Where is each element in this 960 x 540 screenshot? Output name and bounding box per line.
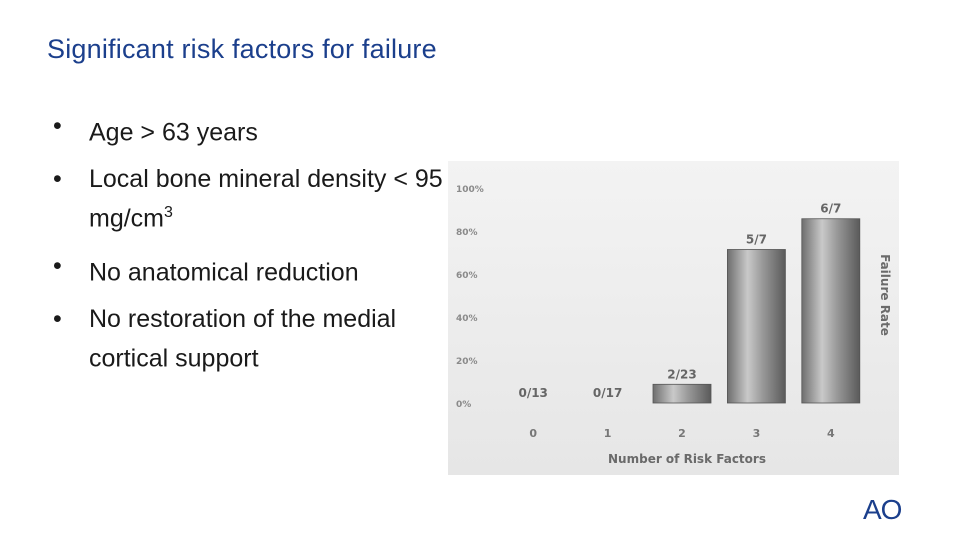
data-label: 5/7 xyxy=(746,232,767,246)
y-tick-label: 100% xyxy=(456,185,484,195)
bullet-marker: • xyxy=(53,165,62,194)
ao-logo-text: AO xyxy=(863,494,902,524)
y-tick-label: 20% xyxy=(456,357,478,367)
bullet-text: Age > 63 years xyxy=(89,118,258,147)
data-label: 0/13 xyxy=(518,386,547,400)
data-label: 2/23 xyxy=(667,367,696,381)
y-tick-label: 60% xyxy=(456,271,478,281)
bullet-item: • No anatomical reduction xyxy=(53,250,443,289)
bar-chart: 0% 20% 40% 60% 80% 100% 0/13 0 0/17 1 2/23 2 5/7 3 6/7… xyxy=(456,185,892,466)
x-tick-label: 3 xyxy=(753,427,761,440)
x-tick-label: 4 xyxy=(827,427,835,440)
chart-bar xyxy=(726,249,786,404)
x-tick-label: 0 xyxy=(529,427,537,440)
bullet-text: Local bone mineral density < 95 mg/cm xyxy=(89,165,443,233)
bullet-item: • Age > 63 years xyxy=(53,110,443,149)
bar-chart-panel: 0% 20% 40% 60% 80% 100% 0/13 0 0/17 1 2/23 2 5/7 3 6/7… xyxy=(448,161,899,475)
bullet-item: • No restoration of the medial cortical … xyxy=(53,303,443,375)
bullet-text: No restoration of the medial cortical su… xyxy=(89,304,397,373)
chart-bar xyxy=(652,383,712,404)
y-tick-label: 0% xyxy=(456,400,471,410)
bullet-marker: • xyxy=(53,251,62,280)
ao-logo: AO xyxy=(863,494,903,524)
bullet-marker: • xyxy=(53,112,62,140)
bullet-text: No anatomical reduction xyxy=(89,257,359,286)
bullet-superscript: 3 xyxy=(164,204,173,222)
chart-bar xyxy=(801,218,861,404)
data-label: 0/17 xyxy=(593,386,622,400)
y-tick-label: 80% xyxy=(456,228,478,238)
bullet-list: • Age > 63 years • Local bone mineral de… xyxy=(53,110,443,389)
y-tick-label: 40% xyxy=(456,314,478,324)
slide-title: Significant risk factors for failure xyxy=(47,34,437,64)
x-tick-label: 2 xyxy=(678,427,686,440)
y-axis-label: Failure Rate xyxy=(878,254,892,336)
bullet-marker: • xyxy=(53,304,62,333)
x-axis-label: Number of Risk Factors xyxy=(608,452,766,466)
data-label: 6/7 xyxy=(820,202,841,216)
x-tick-label: 1 xyxy=(604,427,612,440)
bullet-item: • Local bone mineral density < 95 mg/cm3 xyxy=(53,163,443,235)
